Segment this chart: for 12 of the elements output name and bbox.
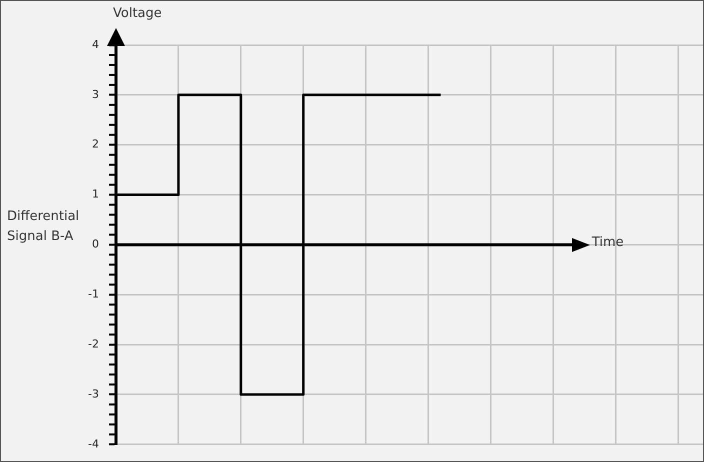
y-tick-label: -2 (88, 337, 99, 350)
y-axis-title: Voltage (113, 6, 162, 21)
y-tick-label: -1 (88, 287, 99, 300)
y-tick-label: 0 (92, 238, 99, 251)
text: Differential Signal B-A (7, 208, 80, 246)
y-tick-label: 1 (92, 188, 99, 201)
y-tick-label: 4 (92, 38, 99, 51)
y-tick-label: -4 (88, 437, 99, 450)
y-tick-label: 2 (92, 138, 99, 151)
x-axis-title: Time (592, 234, 624, 250)
y-tick-label: -3 (88, 387, 99, 400)
y-tick-label: 3 (92, 88, 99, 101)
